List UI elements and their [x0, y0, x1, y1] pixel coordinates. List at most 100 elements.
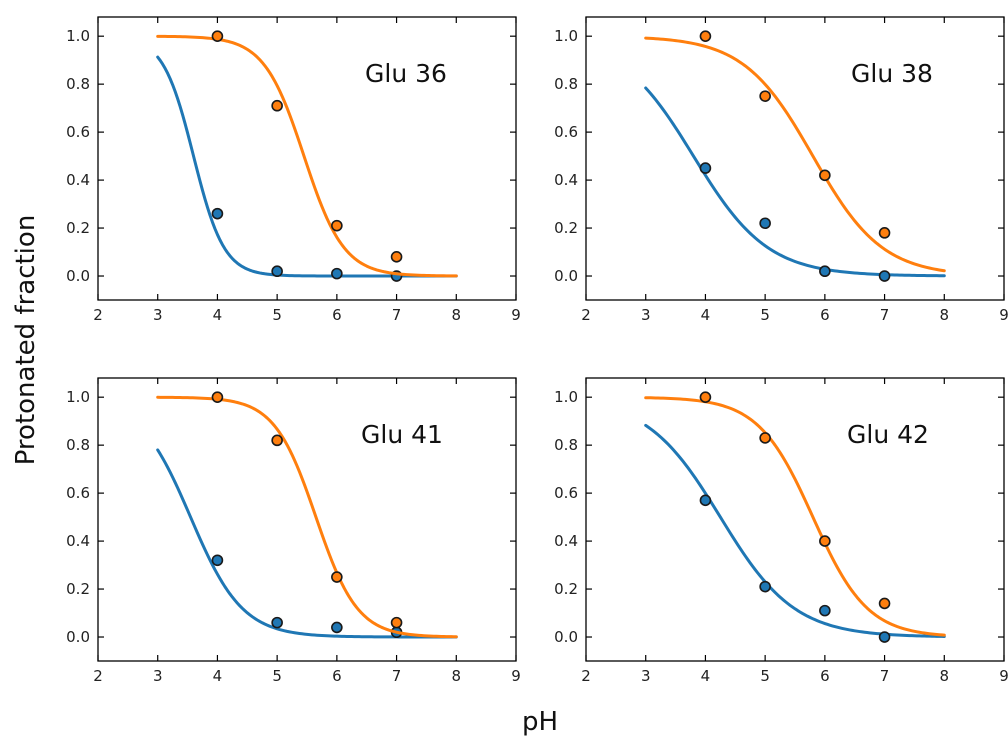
x-tick-label: 8: [940, 306, 950, 324]
data-point: [759, 90, 771, 102]
x-tick-label: 2: [93, 306, 103, 324]
x-tick-label: 2: [581, 667, 591, 685]
data-point: [390, 251, 403, 263]
data-point: [878, 270, 891, 282]
data-point: [390, 616, 403, 629]
x-tick-label: 3: [641, 306, 651, 324]
series-fit-curve: [156, 448, 458, 639]
series-fit-curve: [644, 86, 946, 278]
y-tick-label: 0.2: [66, 219, 90, 237]
data-point: [699, 391, 712, 403]
x-tick-label: 4: [701, 667, 711, 685]
data-point: [819, 535, 831, 547]
data-point: [271, 616, 283, 629]
panel-title: Glu 41: [361, 420, 443, 449]
x-tick-label: 6: [820, 667, 830, 685]
data-point: [331, 267, 343, 280]
y-tick-label: 1.0: [554, 27, 578, 45]
x-axis-title: pH: [522, 707, 558, 737]
data-point: [878, 597, 891, 610]
x-tick-label: 3: [153, 306, 163, 324]
data-point: [331, 621, 343, 634]
x-tick-label: 4: [701, 306, 711, 324]
data-point: [699, 30, 712, 42]
y-tick-label: 0.8: [554, 436, 578, 454]
y-tick-label: 0.2: [66, 580, 90, 598]
series-fit-curve: [644, 396, 946, 637]
data-point: [759, 217, 771, 230]
data-point: [271, 99, 283, 112]
data-point: [699, 162, 712, 174]
y-tick-label: 0.0: [554, 628, 578, 646]
x-tick-label: 8: [452, 667, 462, 685]
series-fit-curve: [644, 423, 946, 638]
y-tick-label: 0.0: [554, 267, 578, 285]
series-fit-curve: [644, 36, 946, 273]
x-tick-label: 4: [213, 667, 223, 685]
plot-frame: [585, 16, 1005, 301]
data-point: [819, 169, 831, 182]
plot-frame: [585, 377, 1005, 662]
x-tick-label: 7: [392, 667, 402, 685]
y-tick-label: 0.6: [66, 484, 90, 502]
x-tick-label: 9: [999, 306, 1008, 324]
y-tick-label: 0.2: [554, 580, 578, 598]
y-tick-label: 0.6: [554, 484, 578, 502]
chart-panels: 2 3 4 5 6 7 8 9 0.0 0.2 0.4 0.6 0.8 1.0 Glu 36 2 3 4 5 6 7 8 9…: [66, 16, 1008, 685]
data-point: [211, 391, 224, 403]
chart-panel: 2 3 4 5 6 7 8 9 0.0 0.2 0.4 0.6 0.8 1.0 Glu 41: [66, 377, 521, 685]
x-tick-label: 7: [392, 306, 402, 324]
data-point: [211, 30, 224, 42]
chart-panel: 2 3 4 5 6 7 8 9 0.0 0.2 0.4 0.6 0.8 1.0 Glu 42: [554, 377, 1008, 685]
data-point: [819, 265, 831, 278]
y-tick-label: 1.0: [554, 388, 578, 406]
y-tick-label: 0.8: [554, 75, 578, 93]
y-axis-title: Protonated fraction: [11, 215, 41, 466]
data-point: [271, 265, 283, 278]
panel-title: Glu 38: [851, 59, 933, 88]
data-point: [759, 580, 771, 593]
y-tick-label: 1.0: [66, 27, 90, 45]
x-tick-label: 5: [272, 667, 282, 685]
x-tick-label: 3: [641, 667, 651, 685]
data-point: [271, 434, 283, 447]
x-tick-label: 8: [452, 306, 462, 324]
x-tick-label: 2: [93, 667, 103, 685]
x-tick-label: 5: [760, 306, 770, 324]
data-point: [759, 432, 771, 444]
y-tick-label: 0.2: [554, 219, 578, 237]
y-tick-label: 0.4: [66, 171, 90, 189]
series-fit-curve: [156, 395, 458, 639]
x-tick-label: 5: [272, 306, 282, 324]
x-tick-label: 6: [820, 306, 830, 324]
y-tick-label: 0.4: [554, 532, 578, 550]
x-tick-label: 6: [332, 667, 342, 685]
data-point: [211, 207, 224, 220]
y-tick-label: 0.0: [66, 267, 90, 285]
chart-panel: 2 3 4 5 6 7 8 9 0.0 0.2 0.4 0.6 0.8 1.0 Glu 38: [554, 16, 1008, 324]
y-tick-label: 0.4: [66, 532, 90, 550]
x-tick-label: 2: [581, 306, 591, 324]
data-point: [331, 219, 343, 232]
y-tick-label: 0.4: [554, 171, 578, 189]
x-tick-label: 3: [153, 667, 163, 685]
data-point: [331, 571, 343, 583]
data-point: [211, 554, 224, 567]
x-tick-label: 4: [213, 306, 223, 324]
plot-frame: [97, 377, 517, 662]
x-tick-label: 9: [511, 306, 521, 324]
x-tick-label: 6: [332, 306, 342, 324]
x-tick-label: 9: [511, 667, 521, 685]
x-tick-label: 8: [940, 667, 950, 685]
data-point: [699, 494, 712, 507]
x-tick-label: 9: [999, 667, 1008, 685]
x-tick-label: 7: [880, 306, 890, 324]
x-tick-label: 5: [760, 667, 770, 685]
y-tick-label: 0.8: [66, 436, 90, 454]
data-point: [878, 631, 891, 643]
panel-title: Glu 36: [365, 59, 447, 88]
series-fit-curve: [156, 34, 458, 278]
chart-panel: 2 3 4 5 6 7 8 9 0.0 0.2 0.4 0.6 0.8 1.0 Glu 36: [66, 16, 521, 324]
x-tick-label: 7: [880, 667, 890, 685]
